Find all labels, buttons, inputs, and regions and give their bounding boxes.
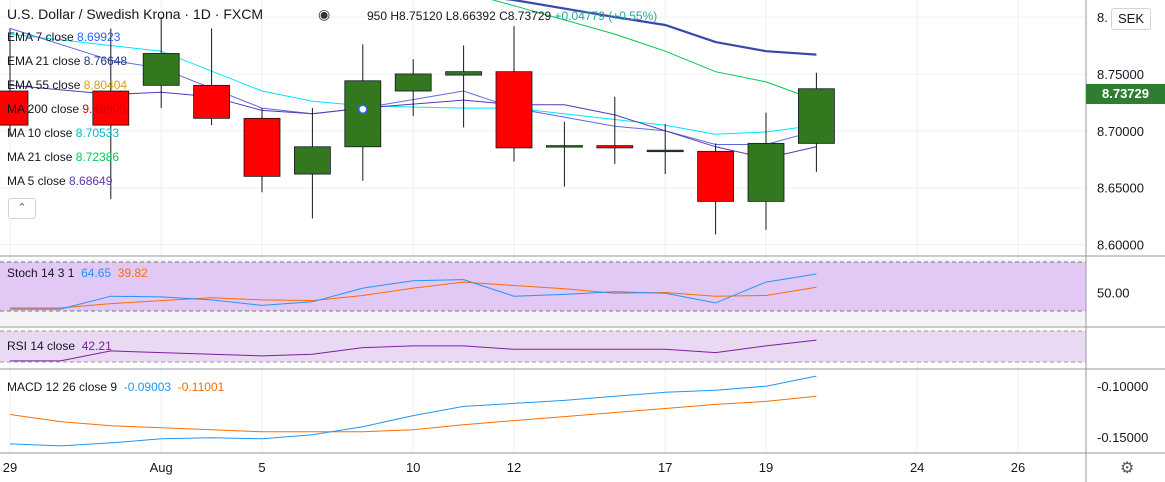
candle-body: [798, 88, 835, 144]
candle-body: [394, 73, 432, 92]
ma10-line: [9, 33, 817, 135]
time-tick-label: 19: [759, 460, 773, 475]
stoch-k-value: 64.65: [81, 266, 112, 280]
candle-body: [142, 53, 180, 86]
indicator-name: EMA 55 close: [7, 78, 84, 92]
indicator-legend-row[interactable]: MA 10 close 8.70533: [7, 126, 119, 140]
candle-body: [697, 150, 734, 202]
candle-body: [546, 145, 583, 148]
rsi-legend[interactable]: RSI 14 close 42.21: [7, 338, 112, 354]
rsi-band: [0, 331, 1086, 362]
indicator-value: 8.68649: [69, 174, 113, 188]
collapse-legend-button[interactable]: ⌃: [8, 198, 36, 219]
price-tick-label: 8.60000: [1097, 238, 1144, 253]
rsi-line: [10, 339, 817, 362]
indicator-value: 8.72386: [75, 150, 120, 164]
candles: [0, 17, 835, 235]
indicator-name: EMA 21 close: [7, 54, 84, 68]
macd-signal-line: [9, 395, 817, 433]
interval-label: 1D: [192, 6, 211, 22]
indicator-value: 8.76648: [83, 54, 128, 68]
symbol-name: U.S. Dollar / Swedish Krona: [7, 6, 181, 22]
stoch-overbought-band: [0, 262, 1086, 311]
source-label: FXCM: [223, 6, 264, 22]
macd-tick-label: -0.15000: [1097, 430, 1148, 445]
macd-legend[interactable]: MACD 12 26 close 9 -0.09003 -0.11001: [7, 379, 224, 395]
separator: ·: [214, 6, 220, 22]
price-tick-label: 8.: [1097, 10, 1110, 25]
stoch-tick-label: 50.00: [1097, 286, 1130, 301]
stoch-d-line: [10, 281, 817, 309]
indicator-lines: [9, 273, 817, 447]
indicator-name: EMA 7 close: [7, 30, 78, 44]
ohlc-values: 950 H8.75120 L8.66392 C8.73729: [367, 9, 552, 23]
time-tick-label: 10: [406, 460, 420, 475]
macd-signal-value: -0.11001: [177, 380, 225, 394]
candle-body: [445, 71, 483, 76]
indicator-name: MA 5 close: [7, 174, 70, 188]
indicator-value: 8.69923: [77, 30, 121, 44]
macd-tick-label: -0.10000: [1097, 379, 1148, 394]
indicator-value: 8.70533: [75, 126, 120, 140]
ema21-line: [504, 0, 817, 56]
indicator-name: MA 10 close: [7, 126, 76, 140]
time-tick-label: Aug: [150, 460, 173, 475]
candle-body: [747, 142, 785, 202]
indicator-legend-row[interactable]: MA 21 close 8.72386: [7, 150, 119, 164]
candle-body: [243, 117, 281, 177]
price-tick-label: 8.75000: [1097, 67, 1144, 82]
indicator-legend-row[interactable]: EMA 7 close 8.69923: [7, 30, 120, 44]
eye-icon[interactable]: ◉: [318, 6, 331, 22]
rsi-value: 42.21: [81, 339, 112, 353]
gear-icon[interactable]: ⚙: [1120, 460, 1135, 477]
candle-body: [0, 90, 29, 126]
stoch-d-value: 39.82: [117, 266, 148, 280]
candle-body: [495, 71, 533, 149]
macd-value: -0.09003: [123, 380, 172, 394]
stoch-legend[interactable]: Stoch 14 3 1 64.65 39.82: [7, 265, 148, 281]
indicator-legend-row[interactable]: MA 200 close 9.49905: [7, 102, 126, 116]
candle-body: [646, 149, 684, 153]
ma21-line: [491, 0, 817, 101]
candle-body: [293, 146, 331, 175]
indicator-value: 9.49905: [82, 102, 126, 116]
rsi-label: RSI 14 close: [7, 339, 76, 353]
time-tick-label: 17: [658, 460, 672, 475]
indicator-name: MA 200 close: [7, 102, 83, 116]
indicator-legend-row[interactable]: MA 5 close 8.68649: [7, 174, 112, 188]
time-tick-label: 26: [1011, 460, 1025, 475]
macd-line: [9, 375, 817, 447]
price-tick-label: 8.65000: [1097, 181, 1144, 196]
candle-body: [92, 90, 130, 126]
time-tick-label: 12: [507, 460, 521, 475]
price-tick-label: 8.70000: [1097, 124, 1144, 139]
crosshair-marker: [358, 104, 368, 114]
price-change: +0.04779 (+0.55%): [554, 9, 658, 23]
stoch-band: [0, 259, 1086, 326]
ohlc-readout: 950 H8.75120 L8.66392 C8.73729 +0.04779 …: [367, 9, 657, 23]
time-tick-label: 24: [910, 460, 924, 475]
stoch-label: Stoch 14 3 1: [7, 266, 75, 280]
indicator-legend-row[interactable]: EMA 21 close 8.76648: [7, 54, 127, 68]
candle-body: [193, 84, 231, 119]
axes: 8. 8.75000 8.70000 8.65000 8.60000 50.00 -0.1…: [3, 10, 1149, 475]
macd-label: MACD 12 26 close 9: [7, 380, 118, 394]
time-tick-label: 5: [258, 460, 265, 475]
rsi-band: [0, 330, 1086, 363]
indicator-value: 8.80404: [83, 78, 128, 92]
symbol-title[interactable]: U.S. Dollar / Swedish Krona · 1D · FXCM: [7, 6, 263, 22]
stoch-k-line: [10, 273, 817, 310]
separator: ·: [184, 6, 190, 22]
indicator-legend-row[interactable]: EMA 55 close 8.80404: [7, 78, 127, 92]
indicator-name: MA 21 close: [7, 150, 76, 164]
time-tick-label: 29: [3, 460, 17, 475]
chart-grid: [0, 0, 1086, 452]
candle-body: [596, 145, 634, 149]
currency-badge[interactable]: SEK: [1111, 8, 1151, 30]
last-price-badge: 8.73729: [1086, 84, 1165, 104]
